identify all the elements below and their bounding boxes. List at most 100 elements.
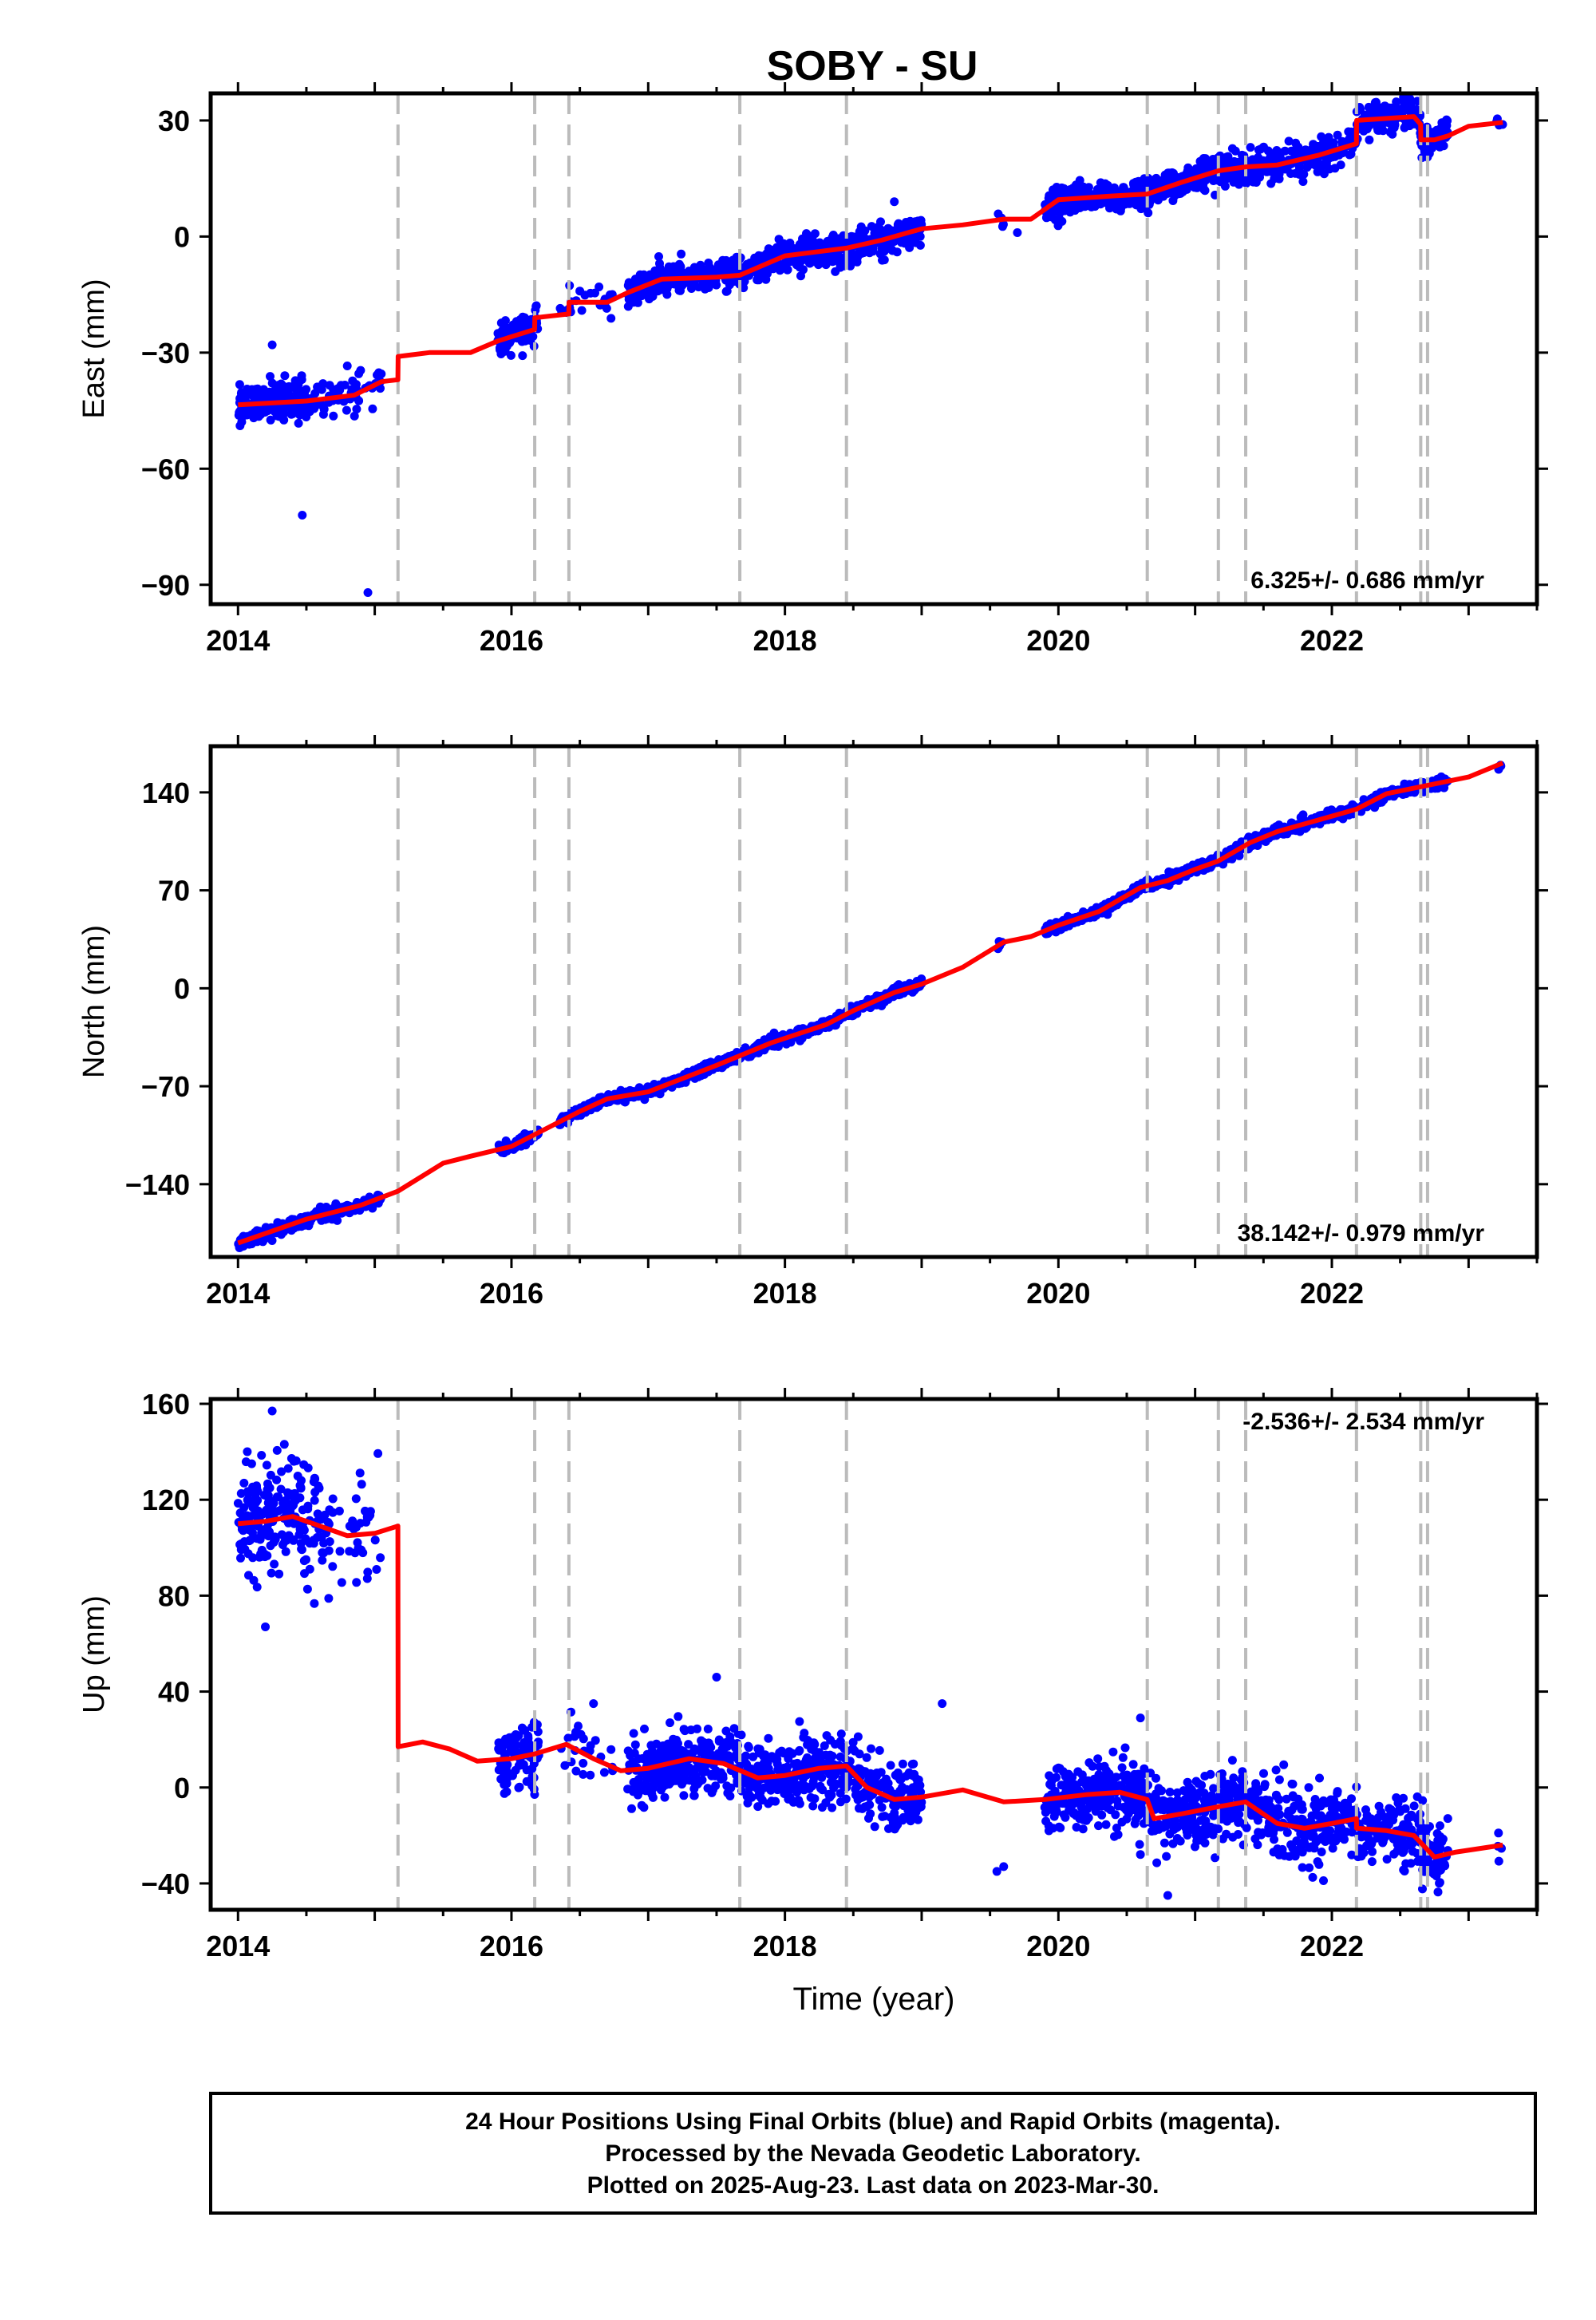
data-point: [1439, 125, 1448, 134]
data-point: [723, 287, 732, 295]
data-point: [527, 334, 535, 343]
data-point: [1275, 175, 1284, 184]
data-point: [252, 1484, 261, 1492]
data-point: [259, 385, 268, 394]
y-tick-label: 0: [174, 220, 190, 253]
data-point: [829, 235, 838, 243]
data-point: [574, 1721, 583, 1730]
data-point: [762, 267, 771, 275]
x-tick-label: 2014: [206, 624, 270, 657]
y-tick-label: 0: [174, 972, 190, 1005]
data-point: [243, 1496, 252, 1504]
data-point: [1347, 150, 1356, 159]
data-point: [277, 1468, 286, 1476]
data-point: [303, 1502, 312, 1511]
data-point: [341, 381, 350, 389]
data-point: [338, 1578, 346, 1587]
data-point: [1079, 183, 1088, 192]
data-point: [679, 1791, 688, 1800]
data-point: [318, 1556, 326, 1565]
outlier-point: [1013, 228, 1021, 237]
y-axis-label-east: East (mm): [77, 279, 111, 418]
data-point: [504, 324, 512, 333]
rate-label-north: 38.142+/- 0.979 mm/yr: [1238, 1220, 1485, 1247]
data-point: [270, 1538, 279, 1547]
data-point: [595, 283, 603, 291]
data-points-north: [234, 761, 1505, 1252]
x-tick-label: 2022: [1300, 624, 1364, 657]
data-point: [1259, 143, 1268, 152]
data-point: [371, 1535, 380, 1544]
data-point: [653, 267, 662, 275]
data-point: [356, 1468, 365, 1477]
data-point: [310, 1539, 318, 1547]
data-point: [512, 1766, 520, 1775]
data-point: [564, 1733, 573, 1742]
data-point: [687, 284, 696, 293]
data-point: [282, 1547, 290, 1556]
data-point: [329, 412, 338, 421]
data-point: [600, 1768, 609, 1777]
outlier-point: [298, 511, 306, 520]
outlier-point: [364, 588, 373, 597]
data-point: [755, 275, 764, 284]
data-point: [1270, 149, 1279, 158]
data-point: [655, 259, 664, 268]
data-point: [518, 351, 527, 360]
data-point: [1254, 153, 1262, 162]
data-point: [261, 408, 270, 417]
data-point: [298, 1545, 306, 1554]
data-point: [725, 266, 733, 275]
data-point: [877, 228, 886, 237]
data-point: [1365, 121, 1373, 130]
data-point: [871, 1822, 879, 1831]
data-point: [315, 1484, 324, 1492]
data-point: [358, 1548, 367, 1557]
data-point: [1399, 97, 1408, 105]
data-point: [243, 1448, 251, 1456]
y-tick-label: 30: [158, 105, 190, 137]
y-tick-label: −90: [141, 569, 190, 602]
data-point: [1246, 143, 1255, 152]
data-point: [363, 1575, 372, 1583]
data-point: [836, 260, 844, 269]
data-point: [674, 1712, 682, 1721]
data-point: [532, 302, 541, 310]
data-point: [784, 265, 792, 274]
plot-area-east: [235, 93, 1507, 604]
data-point: [1152, 176, 1160, 184]
data-point: [1130, 184, 1139, 193]
data-point: [1266, 180, 1275, 188]
data-point: [800, 255, 809, 264]
outlier-point: [890, 197, 899, 206]
data-point: [636, 292, 645, 301]
data-point: [905, 236, 914, 245]
data-point: [373, 370, 381, 379]
data-point: [606, 314, 615, 322]
data-point: [1314, 168, 1322, 176]
data-point: [302, 385, 310, 393]
data-point: [514, 1784, 523, 1792]
data-point: [270, 1499, 279, 1508]
data-point: [508, 1741, 516, 1749]
data-point: [372, 1565, 381, 1574]
data-point: [579, 1734, 588, 1743]
data-point: [328, 1562, 337, 1571]
data-point: [310, 1475, 319, 1484]
data-point: [837, 1729, 846, 1738]
data-point: [1183, 185, 1191, 194]
data-point: [368, 405, 377, 413]
data-point: [299, 1524, 308, 1532]
model-line-north: [238, 763, 1503, 1243]
data-point: [280, 1440, 289, 1449]
data-point: [376, 1553, 385, 1562]
data-point: [1100, 184, 1108, 193]
data-point: [354, 370, 363, 378]
data-point: [244, 1549, 253, 1558]
data-point: [297, 1476, 306, 1485]
data-point: [236, 1554, 245, 1563]
data-point: [239, 1479, 248, 1488]
